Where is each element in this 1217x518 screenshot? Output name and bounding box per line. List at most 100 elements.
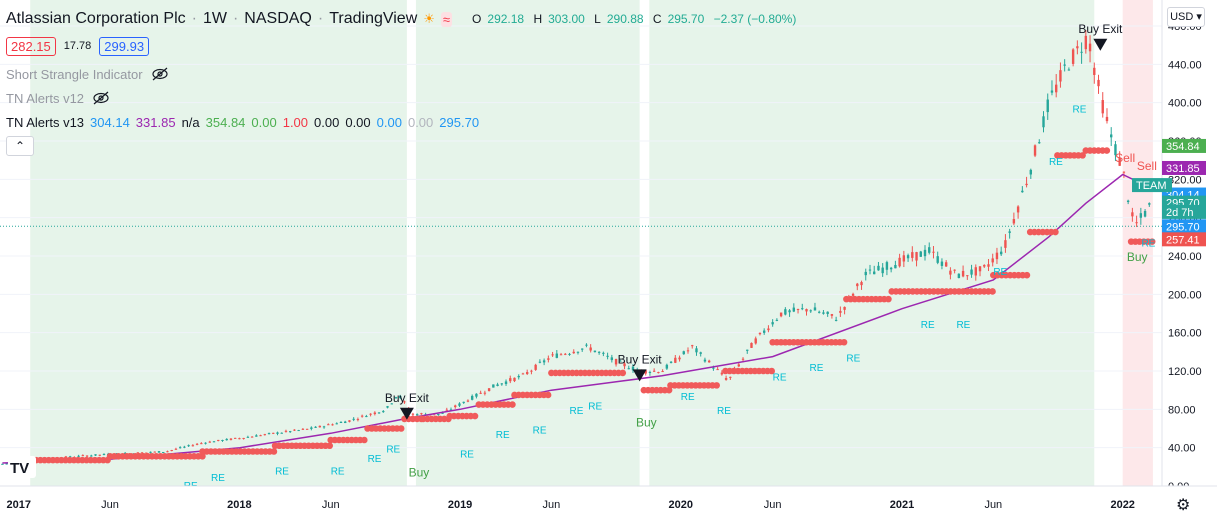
candle-body: [496, 384, 499, 386]
candle-body: [648, 371, 652, 373]
gear-icon[interactable]: ⚙: [1176, 497, 1191, 514]
candle-body: [686, 350, 690, 352]
y-tick-label: 440.00: [1168, 59, 1202, 71]
eye-off-icon[interactable]: [92, 91, 110, 105]
candle-body: [102, 453, 106, 455]
candle-body: [301, 428, 305, 430]
candle-body: [712, 367, 715, 369]
candle-body: [246, 436, 250, 438]
candle-body: [987, 264, 990, 267]
candle-body: [898, 257, 901, 267]
candle-body: [682, 351, 685, 355]
candle-body: [576, 351, 580, 353]
candle-body: [377, 412, 381, 414]
tradingview-logo-icon: [8, 456, 36, 478]
candle-body: [949, 270, 952, 275]
stop-dot: [509, 401, 516, 408]
indicator-value: 304.14: [90, 114, 130, 130]
indicator-tn-v12[interactable]: TN Alerts v12: [6, 86, 808, 110]
y-tick-label: 120.00: [1168, 366, 1202, 378]
candle-body: [902, 255, 906, 262]
eye-off-icon[interactable]: [151, 67, 169, 81]
candle-body: [564, 353, 567, 355]
chart-legend: Atlassian Corporation Plc · 1W · NASDAQ …: [6, 8, 808, 156]
candle-body: [170, 450, 173, 452]
interval-label[interactable]: 1W: [202, 10, 227, 27]
candle-body: [1012, 219, 1016, 224]
stop-dot: [1023, 271, 1031, 279]
y-tick-label: 400.00: [1168, 98, 1202, 110]
candle-body: [1059, 70, 1062, 82]
candle-body: [593, 350, 597, 353]
candle-body: [288, 431, 292, 433]
candle-body: [360, 415, 364, 417]
price-badge: [1162, 160, 1206, 175]
candle-body: [995, 252, 999, 260]
y-tick-label: 40.00: [1168, 443, 1196, 455]
candle-body: [238, 438, 241, 440]
change-value: −2.37 (−0.80%): [713, 12, 797, 26]
candle-body: [356, 419, 360, 421]
candle-body: [174, 448, 178, 450]
price-badge-label: 331.85: [1166, 163, 1200, 175]
stop-dot: [544, 391, 552, 399]
indicator-value: 0.00: [345, 114, 371, 130]
stop-dot: [1052, 228, 1059, 236]
currency-label: USD: [1170, 11, 1194, 23]
candle-body: [750, 342, 753, 348]
candle-body: [856, 283, 859, 287]
ask-button[interactable]: 299.93: [99, 36, 150, 56]
candle-body: [487, 388, 491, 392]
candle-body: [813, 307, 817, 311]
collapse-legend-button[interactable]: ⌃: [6, 136, 34, 156]
candle-body: [978, 266, 982, 272]
candle-body: [860, 282, 863, 286]
candle-body: [1016, 206, 1020, 213]
y-tick-label: 160.00: [1168, 328, 1202, 340]
candle-body: [873, 271, 876, 275]
candle-body: [1084, 35, 1088, 50]
stop-dot: [840, 338, 848, 346]
candle-body: [331, 424, 334, 426]
candle-body: [221, 440, 224, 442]
bid-ask-row: 282.15 17.78 299.93: [6, 34, 808, 58]
candle-body: [140, 452, 144, 454]
candle-body: [1118, 157, 1121, 166]
candles: [1, 30, 1151, 465]
candle-body: [77, 455, 80, 457]
x-tick-label: Jun: [984, 499, 1002, 511]
indicator-short-strangle[interactable]: Short Strangle Indicator: [6, 62, 808, 86]
x-tick-label: Jun: [101, 499, 119, 511]
symbol-name[interactable]: Atlassian Corporation Plc: [6, 10, 186, 27]
candle-body: [678, 357, 681, 360]
re-label: RE: [211, 473, 225, 484]
candle-body: [276, 432, 279, 434]
candle-body: [974, 267, 977, 276]
candle-body: [233, 437, 237, 439]
price-badge: [1132, 178, 1172, 193]
currency-selector[interactable]: USD ▾: [1167, 7, 1205, 27]
candle-body: [1105, 116, 1109, 122]
x-tick-label: Jun: [322, 499, 340, 511]
candle-body: [843, 306, 846, 310]
candle-body: [509, 378, 512, 382]
spread-value: 17.78: [63, 40, 92, 52]
bid-button[interactable]: 282.15: [6, 36, 56, 56]
candle-body: [327, 424, 330, 426]
indicator-tn-v13[interactable]: TN Alerts v13 304.14 331.85 n/a 354.84 0.00 1…: [6, 110, 808, 134]
candle-body: [589, 347, 592, 351]
candle-body: [263, 434, 267, 436]
ohlc-values: O 292.18 H 303.00 L 290.88 C 295.70 −2.37 (−…: [472, 12, 797, 26]
candle-body: [703, 359, 707, 362]
price-badge-label: 295.70: [1166, 221, 1200, 233]
stop-dot: [1103, 147, 1111, 154]
candle-body: [547, 358, 550, 360]
candle-body: [68, 456, 72, 458]
candle-body: [5, 463, 8, 465]
buy-exit-label: Buy Exit: [1078, 22, 1123, 36]
re-label: RE: [810, 363, 824, 374]
x-tick-label: Jun: [543, 499, 561, 511]
candle-body: [839, 310, 842, 313]
candle-body: [1139, 213, 1143, 218]
